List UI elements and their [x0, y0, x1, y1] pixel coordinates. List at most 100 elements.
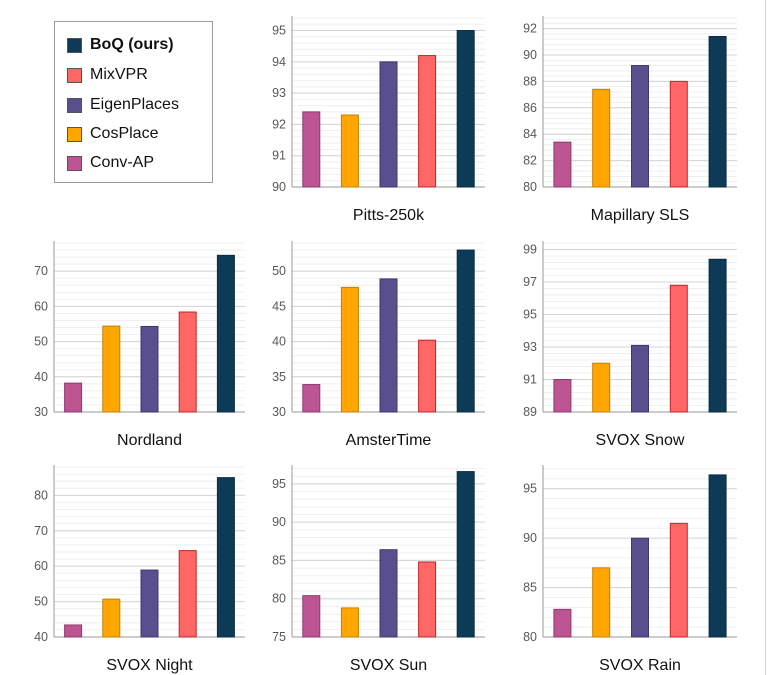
y-tick-label: 40 — [34, 370, 48, 384]
bar-svox-snow-cosplace — [592, 362, 611, 413]
chart-title: SVOX Night — [106, 657, 193, 674]
y-tick-label: 82 — [523, 154, 537, 168]
chart-grid: 90 91 92 93 94 95 Pitts-250k 80 82 84 86 88 90 92 Mapi… — [34, 16, 737, 674]
y-tick-label: 30 — [34, 405, 48, 419]
chart-svox-sun: 75 80 85 90 95 SVOX Sun — [272, 465, 485, 674]
bar-nordland-eigenplaces — [140, 325, 159, 413]
y-tick-label: 91 — [272, 149, 286, 163]
y-tick-label: 70 — [34, 264, 48, 278]
chart-mapillary-sls: 80 82 84 86 88 90 92 Mapillary SLS — [523, 16, 737, 224]
y-tick-label: 40 — [34, 630, 48, 644]
y-tick-label: 95 — [523, 482, 537, 496]
legend-swatch-convap — [67, 155, 82, 171]
y-tick-label: 84 — [523, 127, 537, 141]
legend-swatch-mixvpr — [67, 67, 82, 83]
y-tick-label: 40 — [272, 335, 286, 349]
bar-svox-rain-mixvpr — [669, 522, 688, 638]
bar-nordland-cosplace — [102, 325, 121, 413]
y-tick-label: 85 — [272, 553, 286, 567]
bar-pitts-250k-conv-ap — [302, 111, 321, 188]
y-tick-label: 60 — [34, 559, 48, 573]
chart-title: Nordland — [117, 432, 182, 449]
y-tick-label: 93 — [523, 340, 537, 354]
y-tick-label: 90 — [523, 531, 537, 545]
legend-label-eigenplaces: EigenPlaces — [90, 96, 179, 113]
bar-amstertime-mixvpr — [418, 339, 437, 413]
y-tick-label: 95 — [272, 24, 286, 38]
chart-title: Pitts-250k — [353, 207, 425, 224]
legend-label-convap: Conv-AP — [90, 154, 155, 171]
legend: BoQ (ours) MixVPR EigenPlaces CosPlace C… — [54, 21, 213, 183]
y-tick-label: 93 — [272, 86, 286, 100]
y-tick-label: 80 — [272, 592, 286, 606]
bar-amstertime-conv-ap — [302, 384, 321, 413]
bar-mapillary-sls-cosplace — [592, 88, 611, 188]
bar-amstertime-boq-ours — [456, 249, 475, 413]
legend-swatch-cosplace — [67, 126, 82, 142]
bar-svox-snow-eigenplaces — [631, 344, 649, 413]
bar-svox-sun-boq-ours — [456, 471, 475, 638]
bar-svox-sun-mixvpr — [418, 561, 437, 638]
y-tick-label: 80 — [34, 488, 48, 502]
y-tick-label: 45 — [272, 299, 286, 313]
bar-amstertime-cosplace — [340, 286, 359, 413]
bar-nordland-boq-ours — [216, 254, 235, 413]
y-tick-label: 80 — [523, 630, 537, 644]
chart-pitts-250k: 90 91 92 93 94 95 Pitts-250k — [272, 16, 485, 224]
bar-svox-night-conv-ap — [64, 624, 83, 638]
bar-svox-sun-eigenplaces — [379, 549, 398, 638]
y-tick-label: 35 — [272, 370, 286, 384]
y-tick-label: 99 — [523, 243, 537, 257]
bar-mapillary-sls-mixvpr — [669, 80, 688, 188]
bar-svox-snow-boq-ours — [708, 258, 727, 413]
bar-pitts-250k-eigenplaces — [379, 61, 398, 188]
bar-amstertime-eigenplaces — [379, 278, 398, 413]
y-tick-label: 92 — [523, 22, 537, 36]
bar-svox-snow-mixvpr — [669, 284, 688, 413]
bar-svox-night-eigenplaces — [140, 569, 159, 638]
page-right-border — [765, 0, 766, 675]
legend-item-convap: Conv-AP — [67, 152, 154, 174]
bar-svox-night-boq-ours — [216, 477, 235, 638]
legend-item-boq: BoQ (ours) — [67, 34, 174, 56]
chart-title: Mapillary SLS — [591, 207, 690, 224]
bar-svox-rain-boq-ours — [708, 474, 727, 638]
y-tick-label: 85 — [523, 581, 537, 595]
legend-item-mixvpr: MixVPR — [67, 64, 148, 86]
bar-svox-night-mixvpr — [178, 550, 197, 638]
legend-swatch-eigenplaces — [67, 97, 82, 113]
y-tick-label: 90 — [272, 180, 286, 194]
bar-svox-night-cosplace — [102, 598, 121, 638]
y-tick-label: 89 — [523, 405, 537, 419]
bar-mapillary-sls-boq-ours — [708, 35, 727, 188]
chart-svox-rain: 80 85 90 95 SVOX Rain — [523, 465, 737, 674]
y-tick-label: 86 — [523, 101, 537, 115]
chart-title: SVOX Rain — [599, 657, 681, 674]
legend-item-cosplace: CosPlace — [67, 123, 158, 145]
legend-label-mixvpr: MixVPR — [90, 66, 148, 83]
legend-label-boq: BoQ (ours) — [90, 36, 174, 53]
bar-nordland-mixvpr — [178, 311, 197, 413]
y-tick-label: 88 — [523, 74, 537, 88]
legend-item-eigenplaces: EigenPlaces — [67, 94, 179, 116]
bar-svox-sun-cosplace — [340, 607, 359, 638]
chart-svox-night: 40 50 60 70 80 SVOX Night — [34, 465, 245, 674]
y-tick-label: 97 — [523, 275, 537, 289]
chart-title: AmsterTime — [346, 432, 432, 449]
chart-title: SVOX Sun — [350, 657, 427, 674]
chart-amstertime: 30 35 40 45 50 AmsterTime — [272, 241, 485, 449]
bar-pitts-250k-cosplace — [340, 114, 359, 188]
y-tick-label: 50 — [34, 595, 48, 609]
y-tick-label: 60 — [34, 299, 48, 313]
bar-svox-rain-cosplace — [592, 567, 611, 638]
y-tick-label: 30 — [272, 405, 286, 419]
bar-svox-rain-conv-ap — [553, 608, 572, 638]
y-tick-label: 90 — [523, 48, 537, 62]
bar-pitts-250k-mixvpr — [418, 55, 437, 188]
bar-svox-rain-eigenplaces — [631, 537, 649, 638]
y-tick-label: 90 — [272, 515, 286, 529]
legend-swatch-boq — [67, 37, 82, 53]
bar-svox-sun-conv-ap — [302, 595, 321, 638]
y-tick-label: 50 — [34, 335, 48, 349]
y-tick-label: 75 — [272, 630, 286, 644]
